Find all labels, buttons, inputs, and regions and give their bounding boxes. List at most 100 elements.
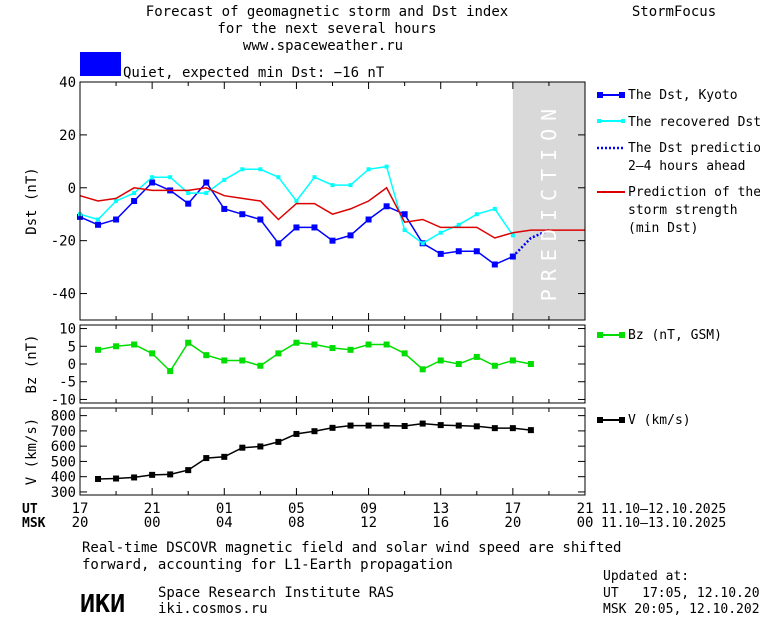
data-point — [221, 453, 228, 460]
data-point — [257, 443, 264, 450]
time-tick-labels: 17 21 01 05 09 13 17 21 20 00 04 08 12 16 20 00 — [72, 501, 594, 531]
data-point — [113, 475, 120, 482]
data-point — [167, 368, 174, 375]
iki-logo: ИКИ — [80, 589, 125, 618]
data-point — [348, 183, 353, 188]
data-point — [222, 177, 227, 182]
legend-bz: Bz (nT, GSM) — [597, 328, 722, 343]
data-point — [510, 233, 515, 238]
prediction-band — [512, 82, 585, 320]
legend-dst-recovered: The recovered Dst — [597, 115, 760, 130]
y-tick-label: 0 — [68, 181, 76, 197]
data-point — [185, 339, 192, 346]
data-point — [491, 261, 498, 268]
data-point — [474, 212, 479, 217]
data-point — [149, 471, 156, 478]
msk-tick-label: 20 — [504, 515, 521, 531]
data-point — [275, 240, 282, 247]
y-tick-label: 20 — [59, 128, 76, 144]
data-point — [419, 420, 426, 427]
ut-tick-label: 21 — [144, 501, 161, 517]
legend-dst-prediction: The Dst prediction 2–4 hours ahead — [597, 141, 760, 174]
data-point — [150, 175, 155, 180]
legend-label-line2: 2–4 hours ahead — [628, 159, 745, 174]
data-point — [347, 422, 354, 429]
y-tick-label: 40 — [59, 75, 76, 91]
legend-label-line3: (min Dst) — [628, 221, 698, 236]
plot-frame — [79, 407, 586, 496]
data-point — [257, 362, 264, 369]
data-point — [131, 198, 138, 204]
data-point — [401, 350, 408, 357]
series-line-the-recovered-dst — [79, 165, 514, 245]
data-point — [329, 237, 336, 244]
msk-axis-label: MSK — [22, 516, 46, 531]
status-swatch — [80, 52, 121, 76]
msk-tick-label: 08 — [288, 515, 305, 531]
data-point — [311, 224, 318, 231]
y-tick-label: -5 — [59, 375, 76, 391]
data-point — [294, 199, 299, 203]
data-point — [221, 357, 228, 364]
institute-name: Space Research Institute RAS — [158, 585, 394, 601]
title-line1: Forecast of geomagnetic storm and Dst in… — [146, 4, 508, 20]
data-point — [473, 423, 480, 430]
data-point — [258, 167, 263, 172]
data-point — [203, 179, 210, 186]
msk-tick-label: 20 — [72, 515, 89, 531]
data-point — [509, 425, 516, 432]
legend-v: V (km/s) — [597, 413, 691, 428]
msk-tick-label: 04 — [216, 515, 233, 531]
legend-label: V (km/s) — [628, 413, 691, 428]
data-point — [311, 428, 318, 435]
msk-tick-label: 00 — [577, 515, 594, 531]
y-axis-label: Dst (nT) — [24, 167, 40, 234]
data-point — [383, 341, 390, 348]
data-point — [293, 430, 300, 437]
data-point — [239, 357, 246, 364]
updated-ut: UT 17:05, 12.10.2025 — [603, 586, 760, 601]
site-url[interactable]: www.spaceweather.ru — [243, 38, 403, 54]
data-point — [293, 224, 300, 231]
data-point — [149, 179, 156, 186]
data-point — [455, 361, 462, 367]
data-point — [365, 341, 372, 348]
data-point — [491, 425, 498, 432]
data-point — [473, 248, 480, 255]
prediction-band-label: PREDICTION — [537, 101, 561, 301]
y-axis-label: Bz (nT) — [24, 334, 40, 393]
data-point — [275, 350, 282, 357]
data-point — [455, 422, 462, 429]
series-line-the-dst-kyoto — [79, 181, 514, 266]
data-point — [95, 475, 102, 482]
legend-label: Bz (nT, GSM) — [628, 328, 722, 343]
ut-date-range: 11.10–12.10.2025 — [601, 502, 726, 517]
updated-msk: MSK 20:05, 12.10.2025 — [603, 602, 760, 617]
data-point — [509, 253, 516, 260]
bz-panel: -10-5 0 510 Bz (nT) — [24, 322, 586, 408]
data-point — [492, 206, 497, 211]
data-point — [149, 350, 156, 357]
data-point — [329, 424, 336, 431]
institute-site[interactable]: iki.cosmos.ru — [158, 601, 268, 617]
data-point — [132, 191, 137, 196]
data-point — [347, 232, 354, 239]
ut-tick-label: 17 — [504, 501, 521, 517]
legend-label: The Dst, Kyoto — [628, 88, 738, 103]
legend-label-line1: Prediction of the — [628, 185, 760, 200]
data-point — [473, 353, 480, 360]
data-point — [527, 427, 534, 434]
y-tick-label: 300 — [51, 485, 76, 501]
data-point — [131, 474, 138, 481]
status-text: Quiet, expected min Dst: −16 nT — [123, 65, 385, 81]
y-axis-label: V (km/s) — [24, 418, 40, 485]
data-point — [240, 167, 245, 172]
msk-tick-label: 12 — [360, 515, 377, 531]
data-point — [456, 222, 461, 227]
msk-tick-label: 16 — [432, 515, 449, 531]
data-point — [185, 467, 192, 474]
legend-label-line1: The Dst prediction — [628, 141, 760, 156]
data-point — [437, 357, 444, 364]
series-line-the-dst-prediction-2-4-hours-ahead — [512, 228, 550, 258]
data-point — [203, 455, 210, 462]
